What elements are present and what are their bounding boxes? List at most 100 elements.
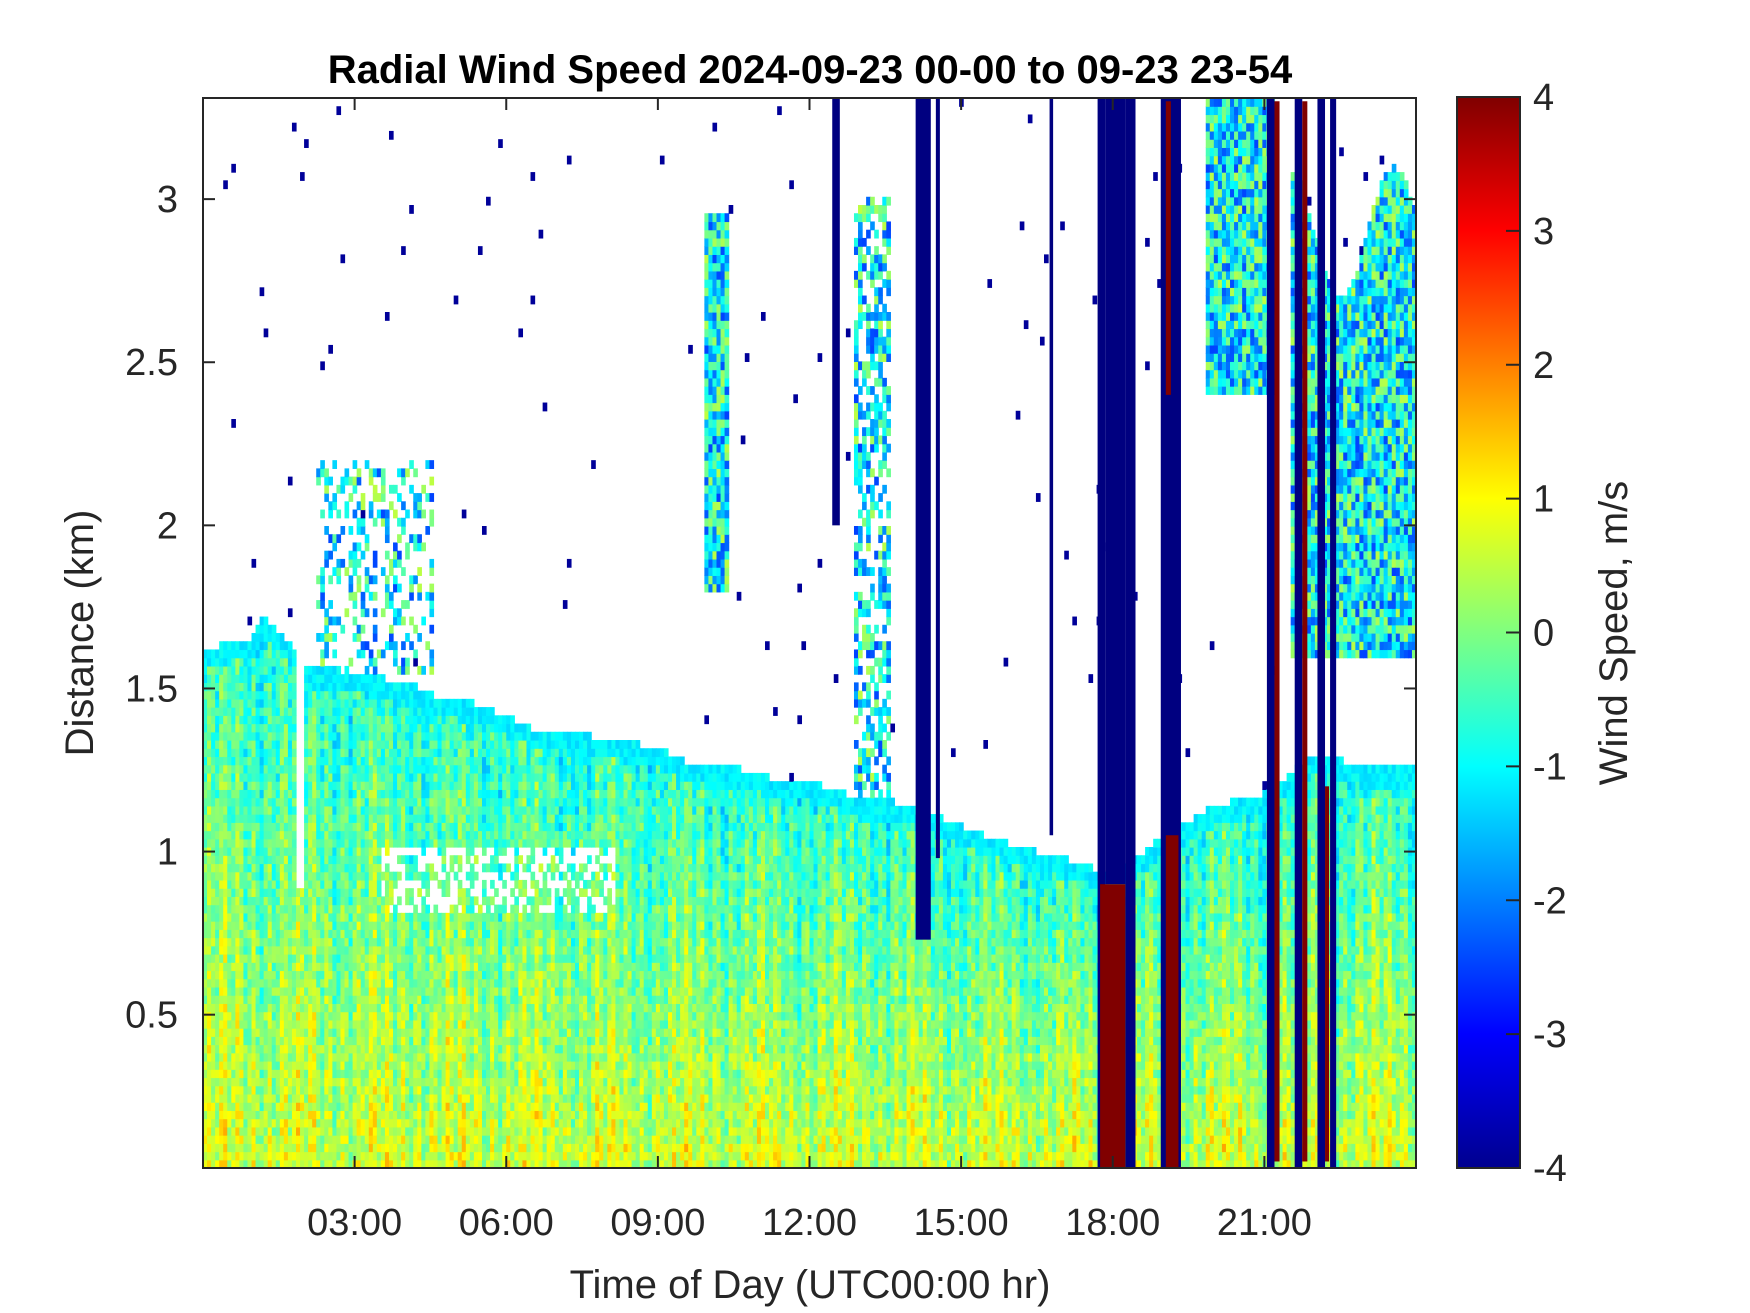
heatmap-cell (316, 1159, 321, 1168)
heatmap-cell (368, 896, 374, 906)
heatmap-cell (429, 1052, 435, 1062)
heatmap-cell (401, 641, 406, 651)
heatmap-cell (340, 690, 346, 700)
heatmap-cell (211, 715, 216, 725)
heatmap-cell (433, 707, 439, 716)
heatmap-cell (316, 814, 321, 823)
heatmap-cell (530, 1159, 536, 1168)
heatmap-cell (312, 1028, 317, 1037)
heatmap-cell (344, 888, 350, 897)
heatmap-cell (486, 962, 491, 972)
heatmap-cell (368, 888, 374, 897)
heatmap-cell (473, 1003, 479, 1013)
heatmap-cell (247, 863, 253, 873)
heatmap-cell (469, 1126, 475, 1136)
heatmap-cell (526, 1151, 532, 1161)
heatmap-cell (344, 468, 350, 478)
heatmap-cell (243, 871, 249, 881)
heatmap-cell (304, 830, 309, 840)
heatmap-cell (397, 1077, 402, 1087)
heatmap-cell (506, 912, 511, 922)
heatmap-cell (494, 962, 499, 972)
heatmap-cell (530, 896, 536, 906)
heatmap-cell (279, 929, 285, 939)
heatmap-cell (384, 929, 390, 939)
heatmap-cell (203, 1019, 208, 1029)
heatmap-cell (360, 690, 366, 700)
heatmap-cell (449, 814, 455, 823)
heatmap-cell (255, 805, 261, 815)
heatmap-cell (332, 756, 338, 766)
heatmap-cell (413, 797, 418, 807)
heatmap-cell (291, 838, 297, 848)
heatmap-cell (300, 995, 305, 1004)
heatmap-cell (502, 1036, 507, 1046)
heatmap-cell (429, 921, 435, 930)
heatmap-cell (397, 945, 402, 955)
heatmap-cell (207, 1085, 212, 1095)
heatmap-cell (304, 814, 309, 823)
heatmap-cell (275, 822, 281, 832)
heatmap-cell (368, 698, 374, 708)
heatmap-cell (267, 1093, 273, 1103)
heatmap-cell (332, 838, 338, 848)
heatmap-cell (457, 822, 463, 832)
heatmap-cell (356, 674, 362, 683)
heatmap-cell (506, 921, 511, 930)
heatmap-cell (421, 912, 426, 922)
heatmap-cell (255, 937, 261, 947)
heatmap-cell (425, 912, 431, 922)
heatmap-cell (388, 1143, 394, 1153)
heatmap-cell (356, 740, 362, 749)
heatmap-cell (368, 1061, 374, 1070)
heatmap-cell (401, 978, 406, 988)
heatmap-cell (380, 567, 386, 576)
heatmap-cell (417, 962, 422, 972)
heatmap-cell (316, 468, 321, 478)
heatmap-cell (312, 1151, 317, 1161)
heatmap-cell (372, 1118, 378, 1128)
heatmap-cell (316, 822, 321, 832)
heatmap-cell (203, 904, 208, 914)
heatmap-cell (203, 1102, 208, 1111)
heatmap-cell (425, 830, 431, 840)
heatmap-cell (376, 937, 382, 947)
heatmap-cell (384, 707, 390, 716)
heatmap-cell (320, 1126, 325, 1136)
heatmap-cell (348, 731, 354, 741)
heatmap-cell (259, 871, 265, 881)
heatmap-cell (203, 715, 208, 725)
heatmap-cell (445, 814, 451, 823)
heatmap-cell (227, 879, 232, 889)
heatmap-cell (332, 954, 338, 963)
heatmap-cell (340, 879, 346, 889)
heatmap-cell (352, 740, 358, 749)
heatmap-cell (251, 674, 257, 683)
heatmap-cell (437, 748, 443, 758)
heatmap-cell (388, 690, 394, 700)
heatmap-cell (283, 954, 289, 963)
heatmap-cell (441, 797, 447, 807)
heatmap-cell (518, 740, 524, 749)
heatmap-cell (348, 476, 354, 486)
heatmap-cell (300, 1151, 305, 1161)
heatmap-cell (429, 460, 435, 469)
heatmap-cell (255, 986, 261, 996)
heatmap-cell (429, 1151, 435, 1161)
heatmap-cell (328, 534, 333, 544)
heatmap-cell (304, 690, 309, 700)
heatmap-cell (397, 1151, 402, 1161)
heatmap-cell (352, 921, 358, 930)
heatmap-cell (510, 764, 515, 774)
heatmap-cell (445, 822, 451, 832)
heatmap-cell (348, 715, 354, 725)
heatmap-cell (384, 781, 390, 790)
heatmap-cell (271, 789, 277, 799)
heatmap-cell (421, 740, 426, 749)
heatmap-cell (498, 1019, 503, 1029)
heatmap-cell (324, 1019, 329, 1029)
heatmap-cell (409, 1019, 414, 1029)
heatmap-cell (457, 1143, 463, 1153)
heatmap-cell (348, 847, 354, 856)
heatmap-cell (255, 756, 261, 766)
